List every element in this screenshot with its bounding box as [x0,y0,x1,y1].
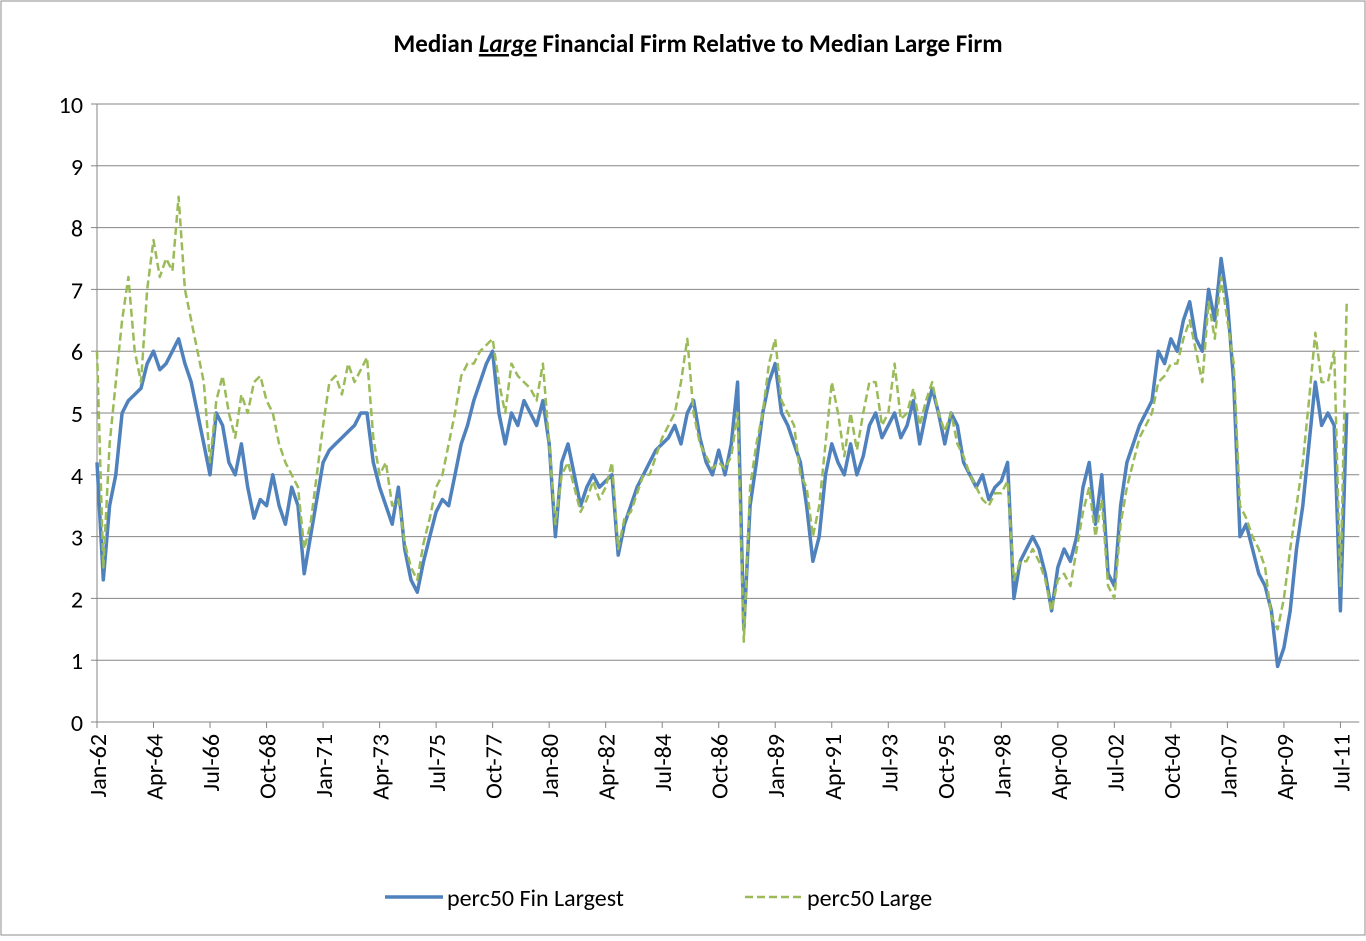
x-tick-label: Jan-89 [762,734,791,797]
legend-label: perc50 Fin Largest [447,884,624,913]
x-tick-label: Jul-75 [423,734,452,791]
y-tick-label: 1 [71,647,83,676]
x-tick-label: Jul-66 [197,734,226,791]
x-tick-label: Oct-77 [480,734,509,799]
x-tick-label: Oct-68 [254,734,283,799]
x-tick-label: Jan-98 [988,734,1017,797]
x-tick-label: Jan-80 [536,734,565,797]
x-tick-label: Apr-64 [141,734,170,800]
y-tick-label: 3 [71,524,83,553]
y-tick-label: 7 [71,276,83,305]
x-tick-label: Jan-62 [84,734,113,797]
x-tick-label: Apr-82 [593,734,622,800]
y-tick-label: 8 [71,215,83,244]
x-tick-label: Jul-84 [649,734,678,791]
x-tick-label: Apr-09 [1271,734,1300,800]
x-tick-label: Apr-73 [367,734,396,800]
x-tick-label: Oct-86 [706,734,735,799]
y-tick-label: 6 [71,338,83,367]
series-line [95,195,1348,643]
x-tick-label: Jan-71 [310,734,339,797]
title-part: Median [393,28,473,59]
x-tick-label: Apr-91 [819,734,848,800]
series-line [95,256,1349,669]
x-tick-label: Apr-00 [1045,734,1074,800]
x-tick-label: Jul-11 [1327,734,1356,791]
x-tick-label: Oct-95 [932,734,961,799]
y-tick-label: 5 [71,400,83,429]
y-tick-label: 0 [71,709,83,738]
x-tick-label: Oct-04 [1158,734,1187,799]
y-tick-label: 2 [71,585,83,614]
legend-label: perc50 Large [807,884,932,913]
y-tick-label: 9 [71,153,83,182]
x-tick-label: Jan-07 [1214,734,1243,797]
y-tick-label: 4 [71,462,83,491]
title-part: Financial Firm Relative to Median Large … [543,28,1003,59]
x-tick-label: Jul-93 [875,734,904,791]
chart-title: Median Large Financial Firm Relative to … [393,28,1002,59]
y-tick-label: 10 [59,91,83,120]
x-tick-label: Jul-02 [1101,734,1130,791]
title-emphasis: Large [479,28,537,59]
